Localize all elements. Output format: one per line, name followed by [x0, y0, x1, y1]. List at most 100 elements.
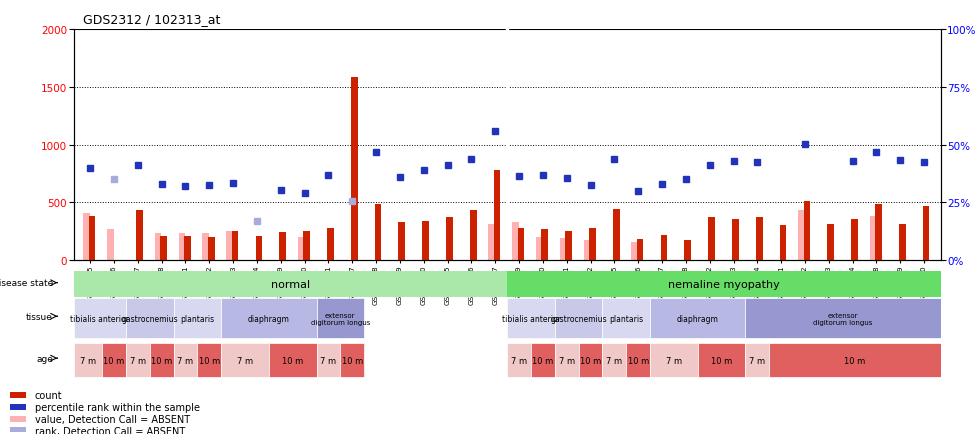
Text: 10 m: 10 m [199, 356, 220, 365]
Text: 7 m: 7 m [511, 356, 527, 365]
Bar [542, 229, 548, 260]
Bar [74, 272, 508, 297]
Bar [852, 219, 858, 260]
Bar [470, 211, 476, 260]
Bar [74, 299, 125, 339]
Text: 10 m: 10 m [710, 356, 732, 365]
Text: extensor
digitorum longus: extensor digitorum longus [813, 312, 873, 325]
Bar [508, 343, 531, 378]
Bar [446, 218, 453, 260]
Text: 7 m: 7 m [129, 356, 146, 365]
Bar [374, 204, 381, 260]
Bar [203, 234, 209, 260]
Bar [869, 217, 876, 260]
Bar [494, 171, 501, 260]
Bar [798, 211, 805, 260]
Text: 10 m: 10 m [282, 356, 304, 365]
Text: nemaline myopathy: nemaline myopathy [668, 279, 780, 289]
Bar [565, 232, 572, 260]
Text: disease state: disease state [0, 279, 53, 287]
Bar [10, 404, 25, 410]
Bar [340, 343, 365, 378]
Text: 7 m: 7 m [177, 356, 193, 365]
Bar [513, 223, 518, 260]
Bar [603, 299, 650, 339]
Text: 7 m: 7 m [79, 356, 96, 365]
Text: diaphragm: diaphragm [677, 314, 718, 323]
Bar [10, 416, 25, 422]
Bar [923, 206, 929, 260]
Text: 10 m: 10 m [845, 356, 865, 365]
Bar [746, 299, 941, 339]
Text: extensor
digitorum longus: extensor digitorum longus [311, 312, 370, 325]
Bar [555, 343, 578, 378]
Bar [178, 234, 185, 260]
Text: GDS2312 / 102313_at: GDS2312 / 102313_at [83, 13, 221, 26]
Bar [422, 221, 429, 260]
Bar [875, 204, 882, 260]
Bar [327, 228, 333, 260]
Bar [637, 240, 644, 260]
Bar [231, 232, 238, 260]
Text: 10 m: 10 m [342, 356, 363, 365]
Bar [804, 202, 810, 260]
Bar [399, 223, 405, 260]
Bar [107, 229, 114, 260]
Text: 10 m: 10 m [103, 356, 124, 365]
Text: 10 m: 10 m [532, 356, 554, 365]
Bar [83, 213, 90, 260]
Bar [631, 243, 638, 260]
Bar [74, 343, 102, 378]
Bar [827, 225, 834, 260]
Text: tibialis anterior: tibialis anterior [71, 314, 129, 323]
Text: rank, Detection Call = ABSENT: rank, Detection Call = ABSENT [34, 426, 185, 434]
Bar [102, 343, 125, 378]
Bar [221, 299, 317, 339]
Bar [626, 343, 650, 378]
Bar [517, 228, 524, 260]
Text: normal: normal [270, 279, 310, 289]
Bar [746, 343, 769, 378]
Bar [298, 237, 305, 260]
Bar [589, 228, 596, 260]
Bar [155, 234, 162, 260]
Bar [10, 392, 25, 398]
Bar [488, 225, 495, 260]
Text: gastrocnemius: gastrocnemius [551, 314, 607, 323]
Bar [89, 217, 95, 260]
Bar [650, 299, 746, 339]
Bar [709, 218, 715, 260]
Bar [508, 272, 941, 297]
Bar [226, 232, 233, 260]
Bar [136, 211, 143, 260]
Bar [351, 78, 358, 260]
Bar [650, 343, 698, 378]
Text: 7 m: 7 m [607, 356, 622, 365]
Text: 7 m: 7 m [237, 356, 253, 365]
Text: tibialis anterior: tibialis anterior [502, 314, 561, 323]
Text: 10 m: 10 m [627, 356, 649, 365]
Bar [173, 299, 221, 339]
Bar [684, 241, 691, 260]
Bar [899, 225, 906, 260]
Bar [578, 343, 603, 378]
Bar [269, 343, 317, 378]
Bar [555, 299, 603, 339]
Bar [612, 210, 619, 260]
Bar [125, 299, 173, 339]
Text: value, Detection Call = ABSENT: value, Detection Call = ABSENT [34, 414, 189, 424]
Bar [756, 218, 762, 260]
Bar [256, 236, 263, 260]
Bar [317, 299, 365, 339]
Text: 7 m: 7 m [665, 356, 682, 365]
Bar [208, 237, 215, 260]
Bar [780, 226, 786, 260]
Text: 7 m: 7 m [559, 356, 575, 365]
Text: 7 m: 7 m [750, 356, 765, 365]
Bar [769, 343, 941, 378]
Bar [279, 233, 286, 260]
Bar [184, 236, 191, 260]
Bar [197, 343, 221, 378]
Bar [661, 235, 667, 260]
Text: tissue: tissue [26, 312, 53, 321]
